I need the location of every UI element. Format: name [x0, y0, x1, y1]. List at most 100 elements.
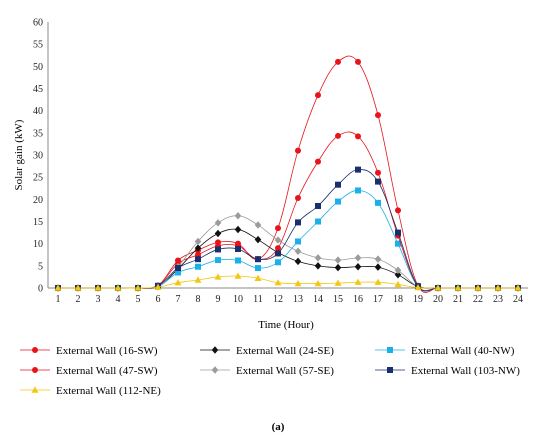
x-tick-label: 10 — [233, 294, 243, 305]
legend-label: External Wall (40-NW) — [411, 345, 515, 357]
legend-marker — [387, 347, 393, 353]
x-tick-label: 21 — [453, 294, 463, 305]
x-tick-label: 16 — [353, 294, 363, 305]
x-tick-label: 22 — [473, 294, 483, 305]
legend-label: External Wall (57-SE) — [236, 365, 334, 377]
data-point — [374, 255, 382, 263]
data-point — [255, 265, 261, 272]
x-tick-label: 12 — [273, 294, 283, 305]
y-tick-label: 35 — [33, 128, 43, 139]
legend-label: External Wall (103-NW) — [411, 365, 520, 377]
data-point — [195, 256, 201, 263]
series-line — [58, 275, 518, 289]
legend-label: External Wall (47-SW) — [56, 365, 158, 377]
axes — [47, 22, 528, 289]
x-tick-label: 18 — [393, 294, 403, 305]
x-tick-label: 9 — [216, 294, 221, 305]
data-point — [175, 269, 181, 276]
data-point — [254, 221, 262, 229]
data-point — [295, 238, 301, 245]
data-point — [195, 263, 201, 270]
legend-marker — [211, 366, 219, 374]
data-point — [315, 202, 321, 209]
legend-item: External Wall (24-SE) — [200, 345, 334, 357]
data-point — [294, 257, 302, 266]
x-tick-label: 3 — [96, 294, 101, 305]
data-point — [314, 254, 322, 262]
data-point — [494, 284, 502, 291]
data-point — [315, 218, 321, 225]
series-line — [58, 131, 518, 292]
legend-item: External Wall (16-SW) — [20, 345, 158, 357]
series-6 — [55, 166, 521, 292]
data-point — [214, 229, 222, 238]
x-tick-label: 23 — [493, 294, 503, 305]
data-point — [234, 225, 242, 234]
data-point — [314, 262, 322, 270]
data-point — [194, 276, 202, 283]
data-point — [214, 273, 222, 280]
data-point — [315, 158, 321, 165]
x-tick-label: 1 — [56, 294, 61, 305]
legend-marker — [31, 386, 39, 393]
data-point — [474, 284, 482, 291]
data-point — [54, 284, 62, 291]
data-point — [255, 256, 261, 263]
y-tick-label: 55 — [33, 40, 43, 51]
data-point — [94, 284, 102, 291]
data-point — [334, 256, 342, 264]
data-point — [375, 178, 381, 185]
legend-item: External Wall (57-SE) — [200, 365, 334, 377]
legend-item: External Wall (47-SW) — [20, 365, 158, 377]
data-point — [375, 112, 381, 119]
data-point — [514, 284, 522, 291]
legend: External Wall (16-SW) External Wall (24-S… — [20, 345, 520, 397]
data-point — [275, 259, 281, 266]
series-4 — [55, 131, 521, 292]
legend-item: External Wall (40-NW) — [375, 345, 515, 357]
data-point — [274, 236, 282, 244]
series-line — [58, 190, 518, 291]
legend-label: External Wall (16-SW) — [56, 345, 158, 357]
data-point — [194, 237, 202, 246]
data-point — [395, 229, 401, 236]
data-point — [375, 199, 381, 206]
x-tick-label: 15 — [333, 294, 343, 305]
figure-caption: (a) — [272, 421, 285, 433]
data-point — [335, 132, 341, 139]
data-point — [235, 245, 241, 252]
series-7 — [54, 272, 522, 291]
data-point — [434, 284, 442, 291]
data-point — [295, 147, 301, 154]
data-point — [175, 265, 181, 272]
data-point — [355, 187, 361, 194]
data-point — [354, 278, 362, 285]
data-point — [154, 283, 162, 290]
data-point — [174, 279, 182, 286]
data-point — [355, 133, 361, 140]
series-1 — [55, 55, 521, 293]
data-point — [335, 58, 341, 65]
data-point — [335, 198, 341, 205]
data-point — [374, 263, 382, 271]
data-point — [295, 195, 301, 202]
data-point — [194, 244, 202, 252]
data-point — [374, 278, 382, 285]
x-tick-label: 5 — [136, 294, 141, 305]
data-point — [355, 58, 361, 65]
series-line — [58, 55, 518, 293]
y-tick-label: 10 — [33, 239, 43, 250]
y-tick-labels: 0 5 10 15 20 25 30 35 40 45 50 55 60 — [33, 18, 43, 295]
data-point — [254, 274, 262, 281]
data-point — [395, 240, 401, 247]
x-tick-label: 11 — [253, 294, 263, 305]
x-tick-label: 8 — [196, 294, 201, 305]
legend-item: External Wall (103-NW) — [375, 365, 520, 377]
legend-marker — [32, 347, 38, 353]
data-point — [354, 262, 362, 271]
data-point — [235, 257, 241, 264]
data-point — [254, 235, 262, 244]
x-tick-label: 7 — [176, 294, 181, 305]
data-point — [234, 272, 242, 279]
x-tick-labels: 1 2 3 4 5 6 7 8 9 10 11 12 13 14 15 16 17 18 19 20 21 22 23 24 — [56, 294, 524, 305]
